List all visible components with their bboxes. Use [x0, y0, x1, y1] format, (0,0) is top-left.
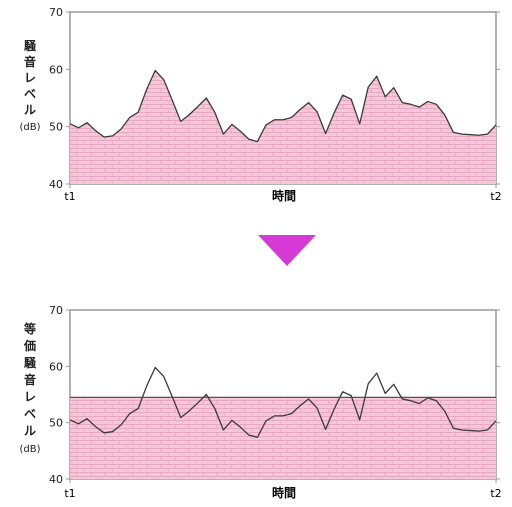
area-fill [70, 397, 496, 479]
noise-curve [69, 366, 497, 438]
y-tick-label: 60 [49, 360, 63, 373]
y-axis-label: 等価騒音レベル(dB) [19, 321, 40, 455]
x-tick-label-start: t1 [64, 190, 75, 203]
y-tick-label: 60 [49, 63, 63, 76]
down-arrow-icon [258, 235, 316, 266]
x-tick-label-end: t2 [490, 190, 501, 203]
x-tick-label-start: t1 [64, 487, 75, 500]
y-tick-label: 40 [49, 178, 63, 191]
y-tick-label: 40 [49, 473, 63, 486]
noise-level-chart: 騒音レベル(dB) 時間 t1 t2 40 50 60 70 [19, 6, 501, 203]
x-tick-label-end: t2 [490, 487, 501, 500]
area-fill [70, 70, 496, 184]
y-tick-label: 70 [49, 304, 63, 317]
y-axis-label: 騒音レベル(dB) [19, 38, 40, 133]
noise-curve [69, 69, 497, 143]
y-tick-label: 70 [49, 6, 63, 19]
x-axis-label: 時間 [272, 188, 296, 203]
x-axis-label: 時間 [272, 485, 296, 500]
y-tick-label: 50 [49, 417, 63, 430]
y-tick-label: 50 [49, 121, 63, 134]
equivalent-noise-level-chart: 等価騒音レベル(dB) 時間 t1 t2 40 50 60 70 [19, 304, 501, 500]
